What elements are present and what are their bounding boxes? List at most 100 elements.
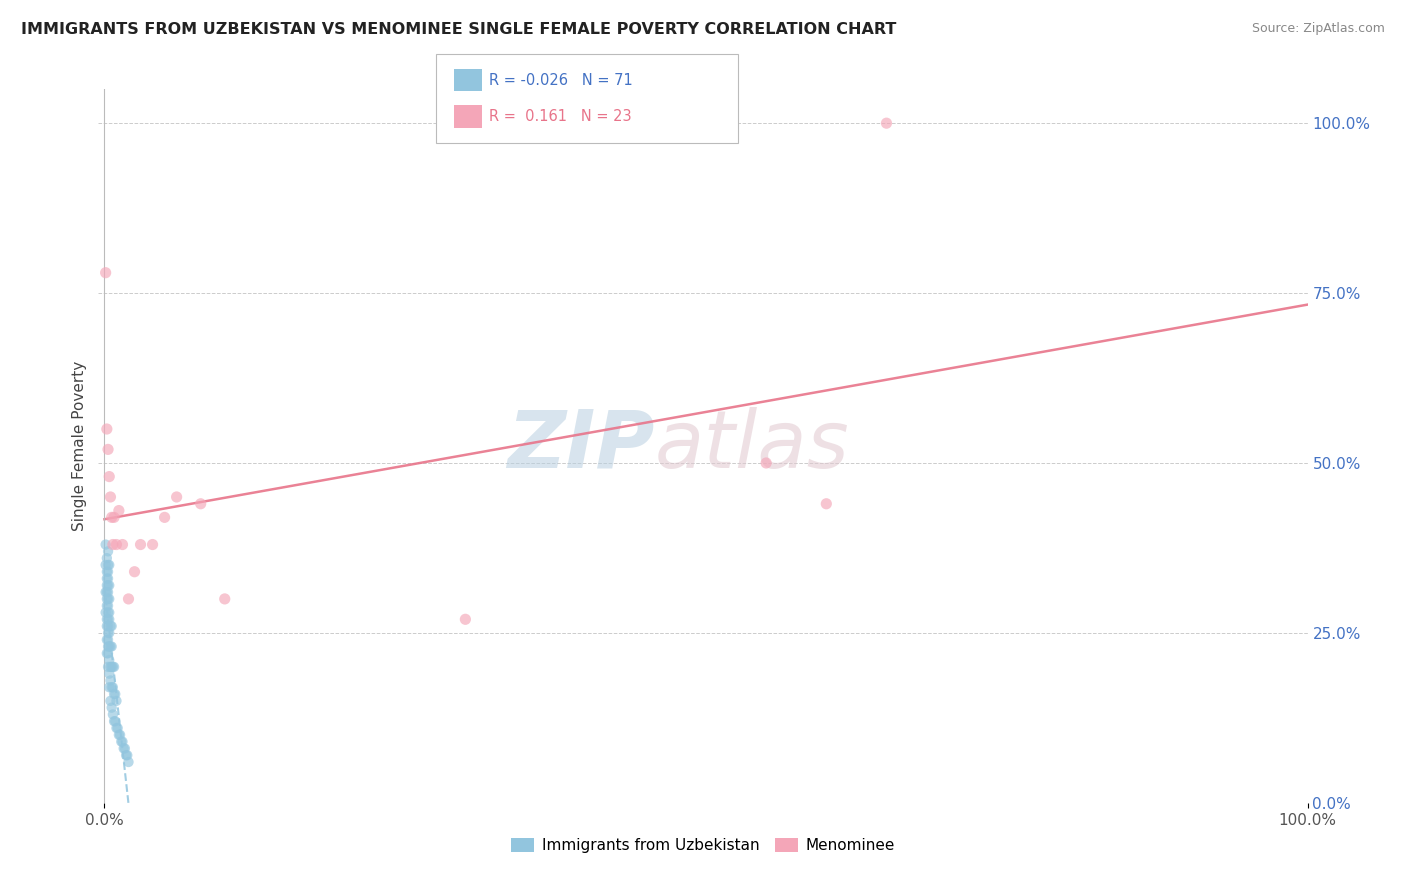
Point	[129, 537, 152, 551]
Point	[815, 497, 838, 511]
Point	[97, 612, 120, 626]
Point	[108, 728, 131, 742]
Point	[96, 422, 118, 436]
Point	[115, 748, 138, 763]
Point	[103, 687, 125, 701]
Point	[190, 497, 212, 511]
Legend: Immigrants from Uzbekistan, Menominee: Immigrants from Uzbekistan, Menominee	[505, 832, 901, 859]
Point	[105, 537, 128, 551]
Point	[94, 266, 117, 280]
Point	[96, 591, 118, 606]
Point	[97, 591, 120, 606]
Point	[97, 606, 120, 620]
Point	[94, 606, 117, 620]
Point	[114, 741, 136, 756]
Point	[454, 612, 477, 626]
Point	[97, 632, 120, 647]
Point	[108, 503, 131, 517]
Point	[98, 653, 121, 667]
Point	[94, 585, 117, 599]
Point	[105, 721, 128, 735]
Text: R = -0.026   N = 71: R = -0.026 N = 71	[489, 73, 633, 87]
Point	[98, 606, 121, 620]
Point	[98, 558, 121, 572]
Point	[875, 116, 897, 130]
Point	[97, 660, 120, 674]
Point	[110, 734, 132, 748]
Point	[94, 558, 117, 572]
Point	[98, 578, 121, 592]
Point	[101, 680, 124, 694]
Point	[96, 599, 118, 613]
Point	[97, 619, 120, 633]
Point	[97, 565, 120, 579]
Point	[214, 591, 236, 606]
Point	[111, 734, 134, 748]
Point	[111, 537, 134, 551]
Point	[117, 748, 139, 763]
Point	[117, 755, 139, 769]
Point	[105, 694, 128, 708]
Point	[100, 619, 122, 633]
Point	[97, 572, 120, 586]
Point	[100, 640, 122, 654]
Point	[101, 660, 124, 674]
Point	[98, 612, 121, 626]
Point	[124, 565, 146, 579]
Point	[101, 707, 124, 722]
Text: ZIP: ZIP	[508, 407, 655, 485]
Point	[97, 544, 120, 558]
Point	[100, 619, 122, 633]
Point	[97, 442, 120, 457]
Point	[98, 626, 121, 640]
Point	[100, 680, 122, 694]
Point	[96, 619, 118, 633]
Point	[100, 510, 122, 524]
Point	[97, 646, 120, 660]
Point	[96, 551, 118, 566]
Point	[103, 714, 125, 729]
Point	[96, 585, 118, 599]
Point	[103, 660, 125, 674]
Y-axis label: Single Female Poverty: Single Female Poverty	[72, 361, 87, 531]
Point	[100, 640, 122, 654]
Point	[142, 537, 165, 551]
Point	[97, 585, 120, 599]
Point	[96, 646, 118, 660]
Point	[104, 687, 127, 701]
Point	[101, 537, 124, 551]
Point	[94, 537, 117, 551]
Point	[107, 721, 129, 735]
Point	[96, 578, 118, 592]
Point	[98, 469, 121, 483]
Text: Source: ZipAtlas.com: Source: ZipAtlas.com	[1251, 22, 1385, 36]
Point	[166, 490, 188, 504]
Point	[100, 700, 122, 714]
Point	[96, 572, 118, 586]
Text: R =  0.161   N = 23: R = 0.161 N = 23	[489, 110, 631, 124]
Point	[98, 680, 121, 694]
Point	[97, 599, 120, 613]
Point	[97, 578, 120, 592]
Point	[96, 632, 118, 647]
Point	[98, 666, 121, 681]
Point	[97, 558, 120, 572]
Point	[100, 490, 122, 504]
Point	[97, 626, 120, 640]
Point	[96, 612, 118, 626]
Text: atlas: atlas	[655, 407, 849, 485]
Point	[96, 565, 118, 579]
Point	[100, 694, 122, 708]
Point	[755, 456, 778, 470]
Point	[98, 591, 121, 606]
Point	[100, 660, 122, 674]
Point	[108, 728, 131, 742]
Point	[100, 660, 122, 674]
Point	[112, 741, 135, 756]
Point	[153, 510, 176, 524]
Point	[98, 640, 121, 654]
Point	[103, 510, 125, 524]
Text: IMMIGRANTS FROM UZBEKISTAN VS MENOMINEE SINGLE FEMALE POVERTY CORRELATION CHART: IMMIGRANTS FROM UZBEKISTAN VS MENOMINEE …	[21, 22, 897, 37]
Point	[100, 673, 122, 688]
Point	[117, 591, 139, 606]
